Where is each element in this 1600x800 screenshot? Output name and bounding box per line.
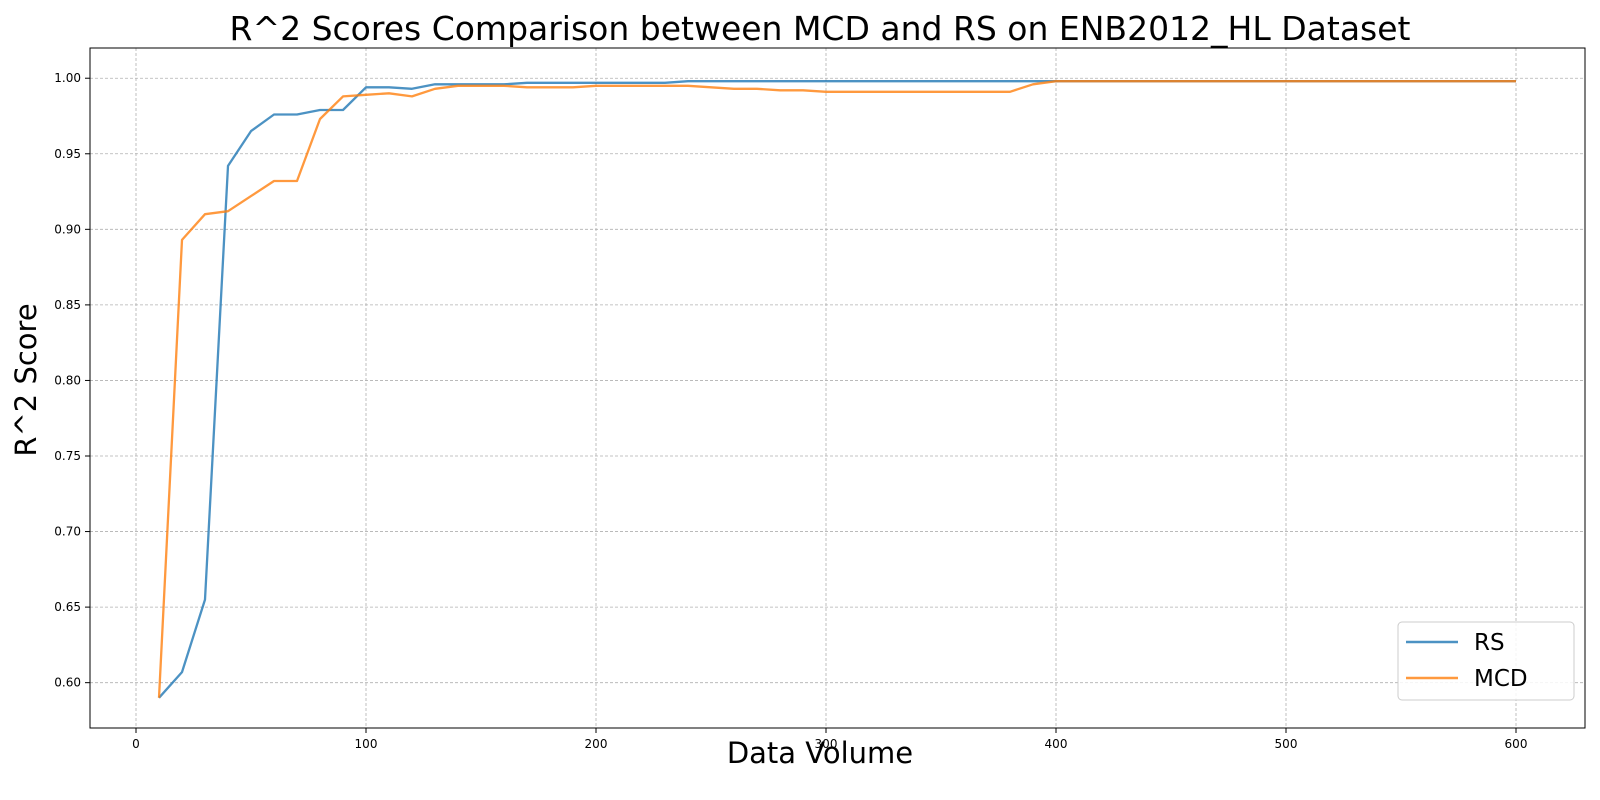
ticks: 0 100 200 300 400 500 600 0.60 0.65 0.70 0.75 0.80 0… [54, 71, 1527, 751]
y-axis-label: R^2 Score [9, 303, 43, 456]
y-tick-label: 0.65 [54, 600, 81, 614]
x-tick-label: 0 [132, 737, 140, 751]
legend: RS MCD [1397, 621, 1575, 701]
y-tick-label: 0.85 [54, 298, 81, 312]
y-tick-label: 0.90 [54, 222, 81, 236]
plot-frame [89, 47, 1586, 729]
x-tick-label: 500 [1275, 737, 1298, 751]
x-tick-label: 400 [1045, 737, 1068, 751]
y-tick-label: 0.95 [54, 147, 81, 161]
x-tick-label: 100 [355, 737, 378, 751]
x-tick-label: 200 [585, 737, 608, 751]
legend-label-rs: RS [1474, 630, 1505, 656]
series-line-mcd [157, 80, 1516, 698]
x-tick-label: 600 [1505, 737, 1528, 751]
y-tick-label: 1.00 [54, 71, 81, 85]
grid [90, 48, 1585, 728]
x-tick-label: 300 [815, 737, 838, 751]
x-axis-label: Data Volume [727, 736, 913, 770]
y-tick-label: 0.80 [54, 373, 81, 387]
y-tick-label: 0.75 [54, 449, 81, 463]
legend-label-mcd: MCD [1474, 666, 1528, 692]
y-tick-label: 0.70 [54, 525, 81, 539]
chart-title: R^2 Scores Comparison between MCD and RS… [230, 9, 1411, 48]
y-tick-label: 0.60 [54, 676, 81, 690]
series-layer [157, 80, 1516, 699]
